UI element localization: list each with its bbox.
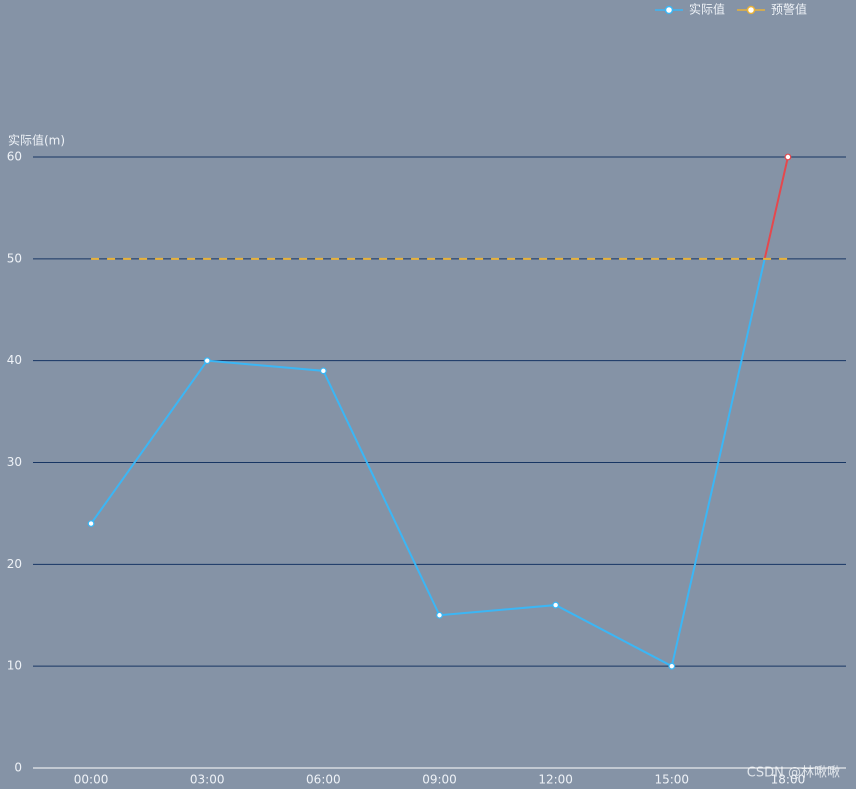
- legend-marker: [746, 5, 756, 15]
- x-tick-label: 03:00: [190, 773, 225, 787]
- legend-marker: [664, 5, 674, 15]
- y-tick-label: 50: [7, 251, 22, 265]
- data-point: [436, 611, 443, 619]
- y-tick-label: 0: [14, 761, 22, 775]
- legend-label: 实际值: [689, 2, 725, 17]
- data-point: [552, 601, 560, 609]
- y-tick-label: 10: [7, 659, 22, 673]
- y-axis-label: 实际值(m): [8, 133, 65, 148]
- x-tick-label: 15:00: [654, 773, 689, 787]
- x-tick-label: 12:00: [538, 773, 573, 787]
- data-point: [319, 367, 327, 375]
- x-tick-label: 09:00: [422, 773, 457, 787]
- data-point: [87, 520, 95, 527]
- y-tick-label: 60: [7, 150, 22, 164]
- watermark: CSDN @林啾啾: [747, 766, 840, 781]
- data-point: [668, 662, 676, 670]
- x-tick-label: 06:00: [306, 773, 341, 787]
- y-tick-label: 20: [7, 557, 22, 571]
- actual-line: [90, 156, 789, 668]
- x-tick-label: 18:00: [771, 773, 806, 787]
- y-tick-label: 30: [7, 455, 22, 469]
- data-point: [203, 357, 211, 365]
- data-point: [784, 153, 792, 161]
- legend-label: 预警值: [771, 2, 807, 17]
- y-tick-label: 40: [7, 353, 22, 367]
- x-tick-label: 00:00: [74, 773, 109, 787]
